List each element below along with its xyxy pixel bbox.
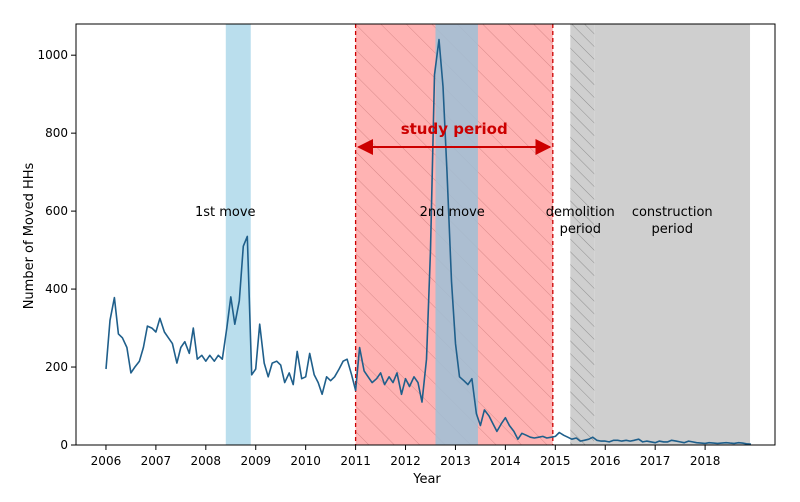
x-tick-label: 2015 — [540, 454, 571, 468]
x-tick-label: 2010 — [290, 454, 321, 468]
first-move-band — [225, 24, 251, 445]
demolition-label-line2: period — [560, 222, 601, 237]
study-period-label: study period — [401, 120, 508, 138]
x-tick-label: 2017 — [640, 454, 671, 468]
demolition-label-line1: demolition — [546, 205, 615, 220]
construction-label-line1: construction — [632, 205, 713, 220]
first-move-label: 1st move — [195, 205, 256, 220]
y-tick-label: 0 — [60, 438, 68, 452]
series-layer — [105, 38, 752, 445]
x-tick-label: 2012 — [390, 454, 421, 468]
y-tick-label: 600 — [45, 204, 68, 218]
y-axis-title: Number of Moved HHs — [22, 162, 37, 309]
y-tick-label: 400 — [45, 282, 68, 296]
x-tick-label: 2014 — [490, 454, 521, 468]
axes: 2006 2007 2008 2009 2010 2011 2012 2013 2014 2015… — [37, 23, 776, 468]
x-tick-label: 2016 — [590, 454, 621, 468]
data-line — [105, 38, 752, 445]
demolition-period-hatch — [570, 24, 595, 445]
x-tick-label: 2006 — [91, 454, 122, 468]
x-axis-title: Year — [412, 472, 441, 487]
construction-period-band — [594, 24, 751, 445]
x-tick-label: 2008 — [191, 454, 222, 468]
construction-label-line2: period — [652, 222, 693, 237]
annotations: 1st move 2nd move demolition period construc… — [195, 120, 713, 237]
x-tick-label: 2007 — [141, 454, 172, 468]
plot-frame — [75, 23, 776, 446]
y-tick-label: 1000 — [37, 48, 68, 62]
x-tick-label: 2018 — [690, 454, 721, 468]
x-tick-label: 2009 — [240, 454, 271, 468]
x-tick-label: 2011 — [340, 454, 371, 468]
second-move-band — [435, 24, 478, 445]
x-tick-label: 2013 — [440, 454, 471, 468]
y-tick-label: 200 — [45, 360, 68, 374]
shaded-regions — [225, 24, 751, 445]
second-move-label: 2nd move — [420, 205, 485, 220]
y-tick-label: 800 — [45, 126, 68, 140]
